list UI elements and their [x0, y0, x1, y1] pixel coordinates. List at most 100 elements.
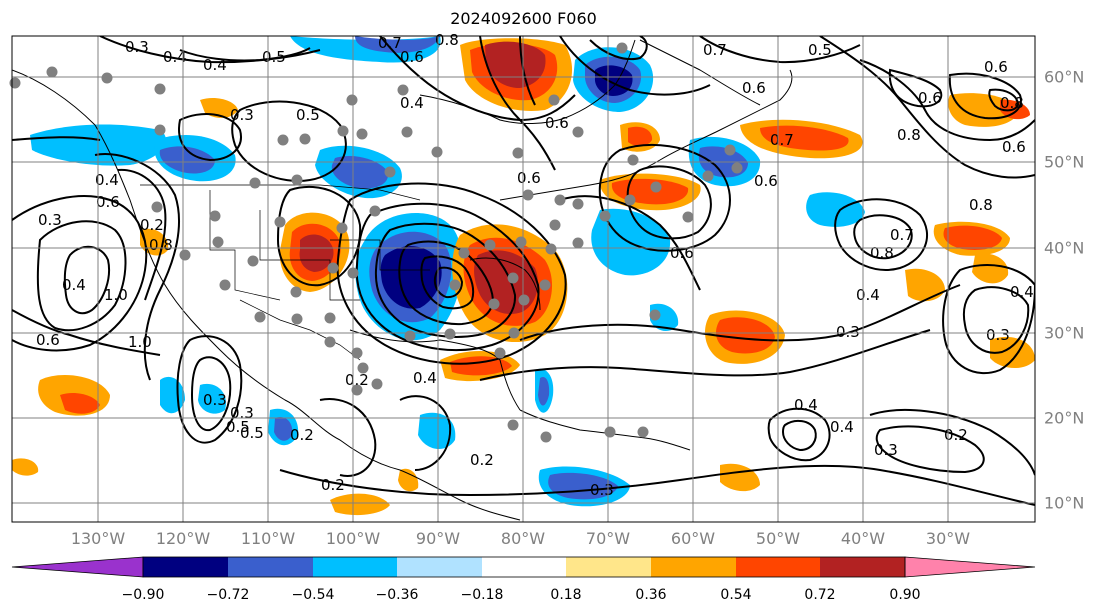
lat-label: 20°N	[1044, 408, 1085, 428]
colorbar-tick: 0.54	[720, 587, 752, 603]
colorbar-bin	[566, 557, 651, 577]
lon-label: 100°W	[325, 529, 381, 548]
colorbar	[11, 556, 1036, 578]
colorbar-tick: −0.90	[121, 587, 165, 603]
contour-label: 0.7	[703, 41, 727, 59]
colorbar-tick: −0.54	[291, 587, 335, 603]
contour-label: 0.6	[36, 331, 60, 349]
contour-label: 0.4	[856, 286, 880, 304]
contour-label: 0.4	[400, 94, 424, 112]
lat-label: 40°N	[1044, 238, 1085, 258]
lon-label: 110°W	[240, 529, 296, 548]
lon-label: 40°W	[840, 529, 886, 548]
contour-label: 0.4	[794, 396, 818, 414]
contour-label: 0.6	[96, 193, 120, 211]
colorbar-max-extension	[904, 556, 1036, 578]
contour-label: 0.2	[345, 371, 369, 389]
contour-label: 0.5	[262, 48, 286, 66]
contour-label: 0.3	[230, 106, 254, 124]
contour-label: 0.5	[226, 418, 250, 436]
contour-label: 0.8	[149, 236, 173, 254]
contours	[12, 36, 1035, 506]
contour-label: 0.6	[517, 169, 541, 187]
lon-label: 120°W	[155, 529, 211, 548]
contour-label: 0.6	[1002, 138, 1026, 156]
contour-label: 0.5	[240, 424, 264, 442]
colorbar-bin	[228, 557, 313, 577]
lat-label: 60°N	[1044, 67, 1085, 87]
lon-label: 50°W	[755, 529, 801, 548]
contour-label: 0.4	[1010, 283, 1034, 301]
contour-label: 0.2	[470, 451, 494, 469]
borders	[140, 184, 430, 361]
plot-title: 2024092600 F060	[450, 9, 597, 28]
contour-label: 0.6	[742, 79, 766, 97]
lat-label: 10°N	[1044, 493, 1085, 513]
lon-label: 90°W	[415, 529, 461, 548]
contour-label: 0.6	[545, 114, 569, 132]
lon-label: 70°W	[585, 529, 631, 548]
colorbar-tick: 0.36	[635, 587, 667, 603]
contour-label: 0.4	[163, 48, 187, 66]
colorbar-tick: −0.18	[460, 587, 504, 603]
contour-label: 0.6	[670, 244, 694, 262]
lat-label: 30°N	[1044, 323, 1085, 343]
lon-label: 80°W	[500, 529, 546, 548]
contour-label: 1.0	[104, 286, 128, 304]
contour-label: 0.4	[95, 171, 119, 189]
contour-label: 0.4	[830, 418, 854, 436]
contour-label: 0.8	[435, 31, 459, 49]
contour-label: 0.5	[296, 106, 320, 124]
contour-label: 0.2	[290, 426, 314, 444]
contour-label: 0.3	[230, 404, 254, 422]
contour-label: 1.0	[128, 333, 152, 351]
contour-label: 0.5	[808, 41, 832, 59]
contour-label: 0.4	[62, 276, 86, 294]
contour-label: 0.7	[770, 131, 794, 149]
contour-label: 0.2	[944, 426, 968, 444]
contour-label: 0.8	[870, 244, 894, 262]
contour-label: 0.7	[890, 226, 914, 244]
graticule	[12, 36, 1035, 522]
contour-label: 0.2	[321, 476, 345, 494]
contour-label: 0.3	[590, 481, 614, 499]
colorbar-bin	[397, 557, 482, 577]
contour-label: 0.3	[986, 326, 1010, 344]
contour-label: 0.6	[754, 172, 778, 190]
contour-label: 0.8	[1000, 94, 1024, 112]
contour-label: 0.3	[125, 38, 149, 56]
colorbar-bin	[736, 557, 820, 577]
contour-label: 0.8	[897, 126, 921, 144]
colorbar-tick: 0.72	[804, 587, 836, 603]
contour-label: 0.6	[400, 48, 424, 66]
colorbar-tick: −0.36	[375, 587, 419, 603]
contour-labels: 0.3 0.4 0.4 0.5 0.7 0.8 0.6 0.7 0.5 0.6 …	[36, 31, 1034, 499]
contour-label: 0.4	[413, 369, 437, 387]
map-frame	[11, 35, 1036, 523]
colorbar-bin	[651, 557, 736, 577]
contour-label: 0.8	[969, 196, 993, 214]
contour-label: 0.4	[203, 56, 227, 74]
colorbar-tick: −0.72	[206, 587, 250, 603]
contour-label: 0.3	[836, 323, 860, 341]
lon-label: 130°W	[70, 529, 126, 548]
contour-label: 0.7	[378, 34, 402, 52]
lon-label: 60°W	[670, 529, 716, 548]
colorbar-bin	[143, 557, 228, 577]
colorbar-bin	[482, 557, 566, 577]
colorbar-bin	[313, 557, 397, 577]
contour-label: 0.3	[203, 391, 227, 409]
station-dots	[9, 42, 743, 443]
colorbar-min-extension	[11, 556, 144, 578]
colorbar-bin	[820, 557, 905, 577]
contour-label: 0.2	[140, 216, 164, 234]
colorbar-frame	[142, 556, 906, 578]
colorbar-tick: 0.18	[550, 587, 582, 603]
contour-label: 0.3	[874, 441, 898, 459]
contour-label: 0.6	[984, 58, 1008, 76]
lon-label: 30°W	[925, 529, 971, 548]
lat-label: 50°N	[1044, 152, 1085, 172]
colorbar-tick: 0.90	[889, 587, 921, 603]
contour-label: 0.3	[38, 211, 62, 229]
